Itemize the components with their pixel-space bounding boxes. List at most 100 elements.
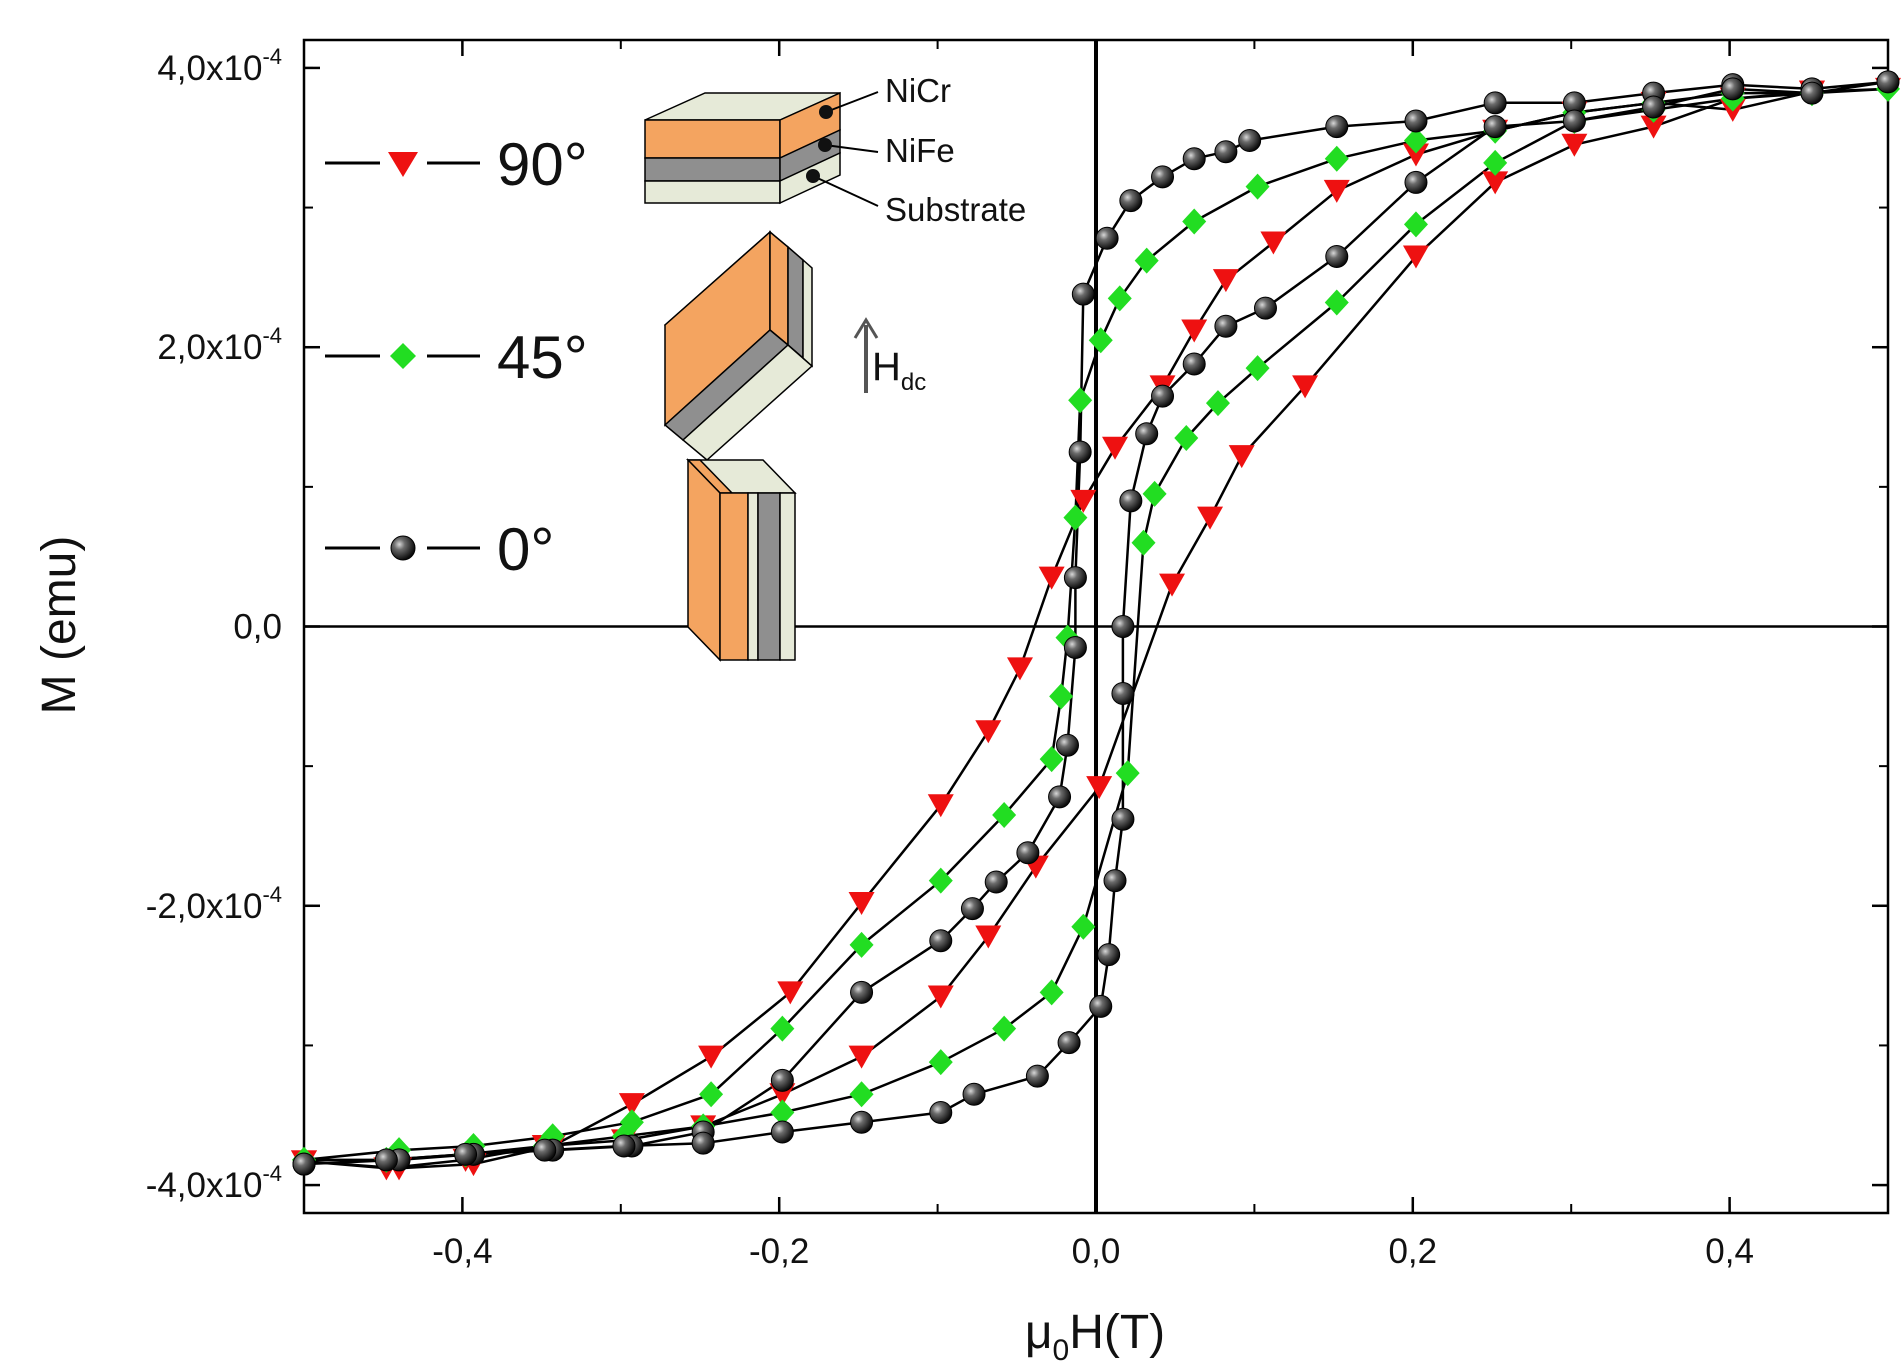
block-nife-layer xyxy=(644,157,781,182)
data-point-0 xyxy=(1238,129,1262,153)
nicr-pointer-dot xyxy=(819,105,833,119)
data-point-90 xyxy=(1181,319,1208,343)
x-tick-label: -0,2 xyxy=(749,1232,809,1271)
data-point-45 xyxy=(1107,285,1132,312)
data-point-0 xyxy=(1068,440,1092,464)
data-point-45 xyxy=(849,1081,874,1108)
y-tick-label: -4,0x10-4 xyxy=(146,1161,282,1205)
data-point-0 xyxy=(929,1100,953,1124)
data-point-90 xyxy=(927,985,954,1009)
data-point-45 xyxy=(928,867,953,894)
data-point-0 xyxy=(1025,1064,1049,1088)
data-point-0 xyxy=(1182,352,1206,376)
data-point-0 xyxy=(1055,733,1079,757)
data-point-0 xyxy=(1103,869,1127,893)
data-point-0 xyxy=(1800,81,1824,105)
data-point-0 xyxy=(1483,91,1507,115)
data-point-0 xyxy=(1063,566,1087,590)
data-point-45 xyxy=(1039,746,1064,773)
nife-pointer-line xyxy=(824,144,879,153)
data-point-0 xyxy=(1721,77,1745,101)
block-substrate-layer xyxy=(644,180,781,204)
data-point-0 xyxy=(454,1142,478,1166)
data-point-45 xyxy=(1174,424,1199,451)
data-point-45 xyxy=(1403,127,1428,154)
y-axis-ticks: -4,0x10-4 -2,0x10-4 0,0 2,0x10-4 4,0x10-4 xyxy=(146,44,1888,1205)
data-point-0 xyxy=(1111,807,1135,831)
data-point-0 xyxy=(1135,422,1159,446)
x-tick-label: 0,2 xyxy=(1388,1232,1437,1271)
label-substrate: Substrate xyxy=(885,191,1026,228)
data-point-0 xyxy=(850,980,874,1004)
legend-triangle-marker xyxy=(388,152,418,177)
data-point-45 xyxy=(1068,387,1093,414)
nicr-pointer-line xyxy=(825,91,879,113)
x-tick-label: -0,4 xyxy=(432,1232,492,1271)
data-point-0 xyxy=(1119,189,1143,213)
data-point-0 xyxy=(1642,95,1666,119)
data-point-0 xyxy=(1071,282,1095,306)
data-point-0 xyxy=(960,897,984,921)
vertical-nife-layer xyxy=(757,492,781,661)
data-point-45 xyxy=(1483,149,1508,176)
data-point-0 xyxy=(1048,785,1072,809)
data-point-0 xyxy=(1111,615,1135,638)
series-line-triangle-down xyxy=(303,87,1890,1170)
legend-circle-marker xyxy=(390,535,416,561)
data-point-0 xyxy=(1562,109,1586,133)
data-point-45 xyxy=(1205,390,1230,417)
substrate-pointer-dot xyxy=(806,169,820,183)
legend-label-0: 0° xyxy=(497,516,554,583)
nife-pointer-dot xyxy=(818,138,832,152)
data-point-0 xyxy=(1151,384,1175,408)
data-point-45 xyxy=(1088,327,1113,354)
data-point-45 xyxy=(1115,760,1140,787)
data-point-45 xyxy=(699,1081,724,1108)
y-tick-label: 2,0x10-4 xyxy=(157,323,282,367)
legend: 90° 45° 0° xyxy=(325,131,588,583)
data-point-45 xyxy=(1403,211,1428,238)
data-point-90 xyxy=(1102,436,1129,460)
legend-item-45: 45° xyxy=(325,324,588,391)
data-point-0 xyxy=(1325,244,1349,268)
data-point-45 xyxy=(1245,173,1270,200)
data-point-45 xyxy=(849,931,874,958)
data-point-0 xyxy=(1089,994,1113,1018)
y-tick-label: 0,0 xyxy=(233,608,282,647)
data-point-90 xyxy=(848,1045,875,1069)
data-point-45 xyxy=(770,1015,795,1042)
block-nicr-layer xyxy=(644,119,781,159)
data-point-90 xyxy=(1292,375,1319,399)
data-point-90 xyxy=(777,981,804,1005)
label-nife: NiFe xyxy=(885,132,955,169)
data-point-45 xyxy=(992,802,1017,829)
data-point-0 xyxy=(1095,226,1119,250)
data-point-45 xyxy=(1063,504,1088,531)
data-point-90 xyxy=(1197,506,1224,530)
sample-layer-schematic-0 xyxy=(686,458,797,662)
legend-item-90: 90° xyxy=(325,131,588,198)
data-point-90 xyxy=(1070,489,1097,513)
data-point-45 xyxy=(1324,145,1349,172)
data-point-0 xyxy=(1182,147,1206,171)
data-point-90 xyxy=(975,925,1002,949)
data-point-0 xyxy=(1119,489,1143,513)
y-axis-label: M (emu) xyxy=(33,536,86,715)
substrate-pointer-line xyxy=(812,175,879,207)
arrow-up-icon xyxy=(853,317,879,339)
data-point-90 xyxy=(1260,231,1287,255)
data-point-90 xyxy=(927,794,954,818)
data-point-0 xyxy=(1876,70,1900,94)
y-tick-label: -2,0x10-4 xyxy=(146,882,282,926)
data-point-0 xyxy=(1483,115,1507,139)
data-point-0 xyxy=(850,1110,874,1134)
sample-layer-schematic-45 xyxy=(663,230,814,461)
data-point-45 xyxy=(928,1049,953,1076)
data-point-0 xyxy=(1404,170,1428,194)
data-point-0 xyxy=(612,1134,636,1158)
data-point-0 xyxy=(770,1068,794,1092)
data-point-90 xyxy=(618,1093,645,1117)
data-point-90 xyxy=(975,720,1002,744)
data-point-0 xyxy=(1016,841,1040,865)
